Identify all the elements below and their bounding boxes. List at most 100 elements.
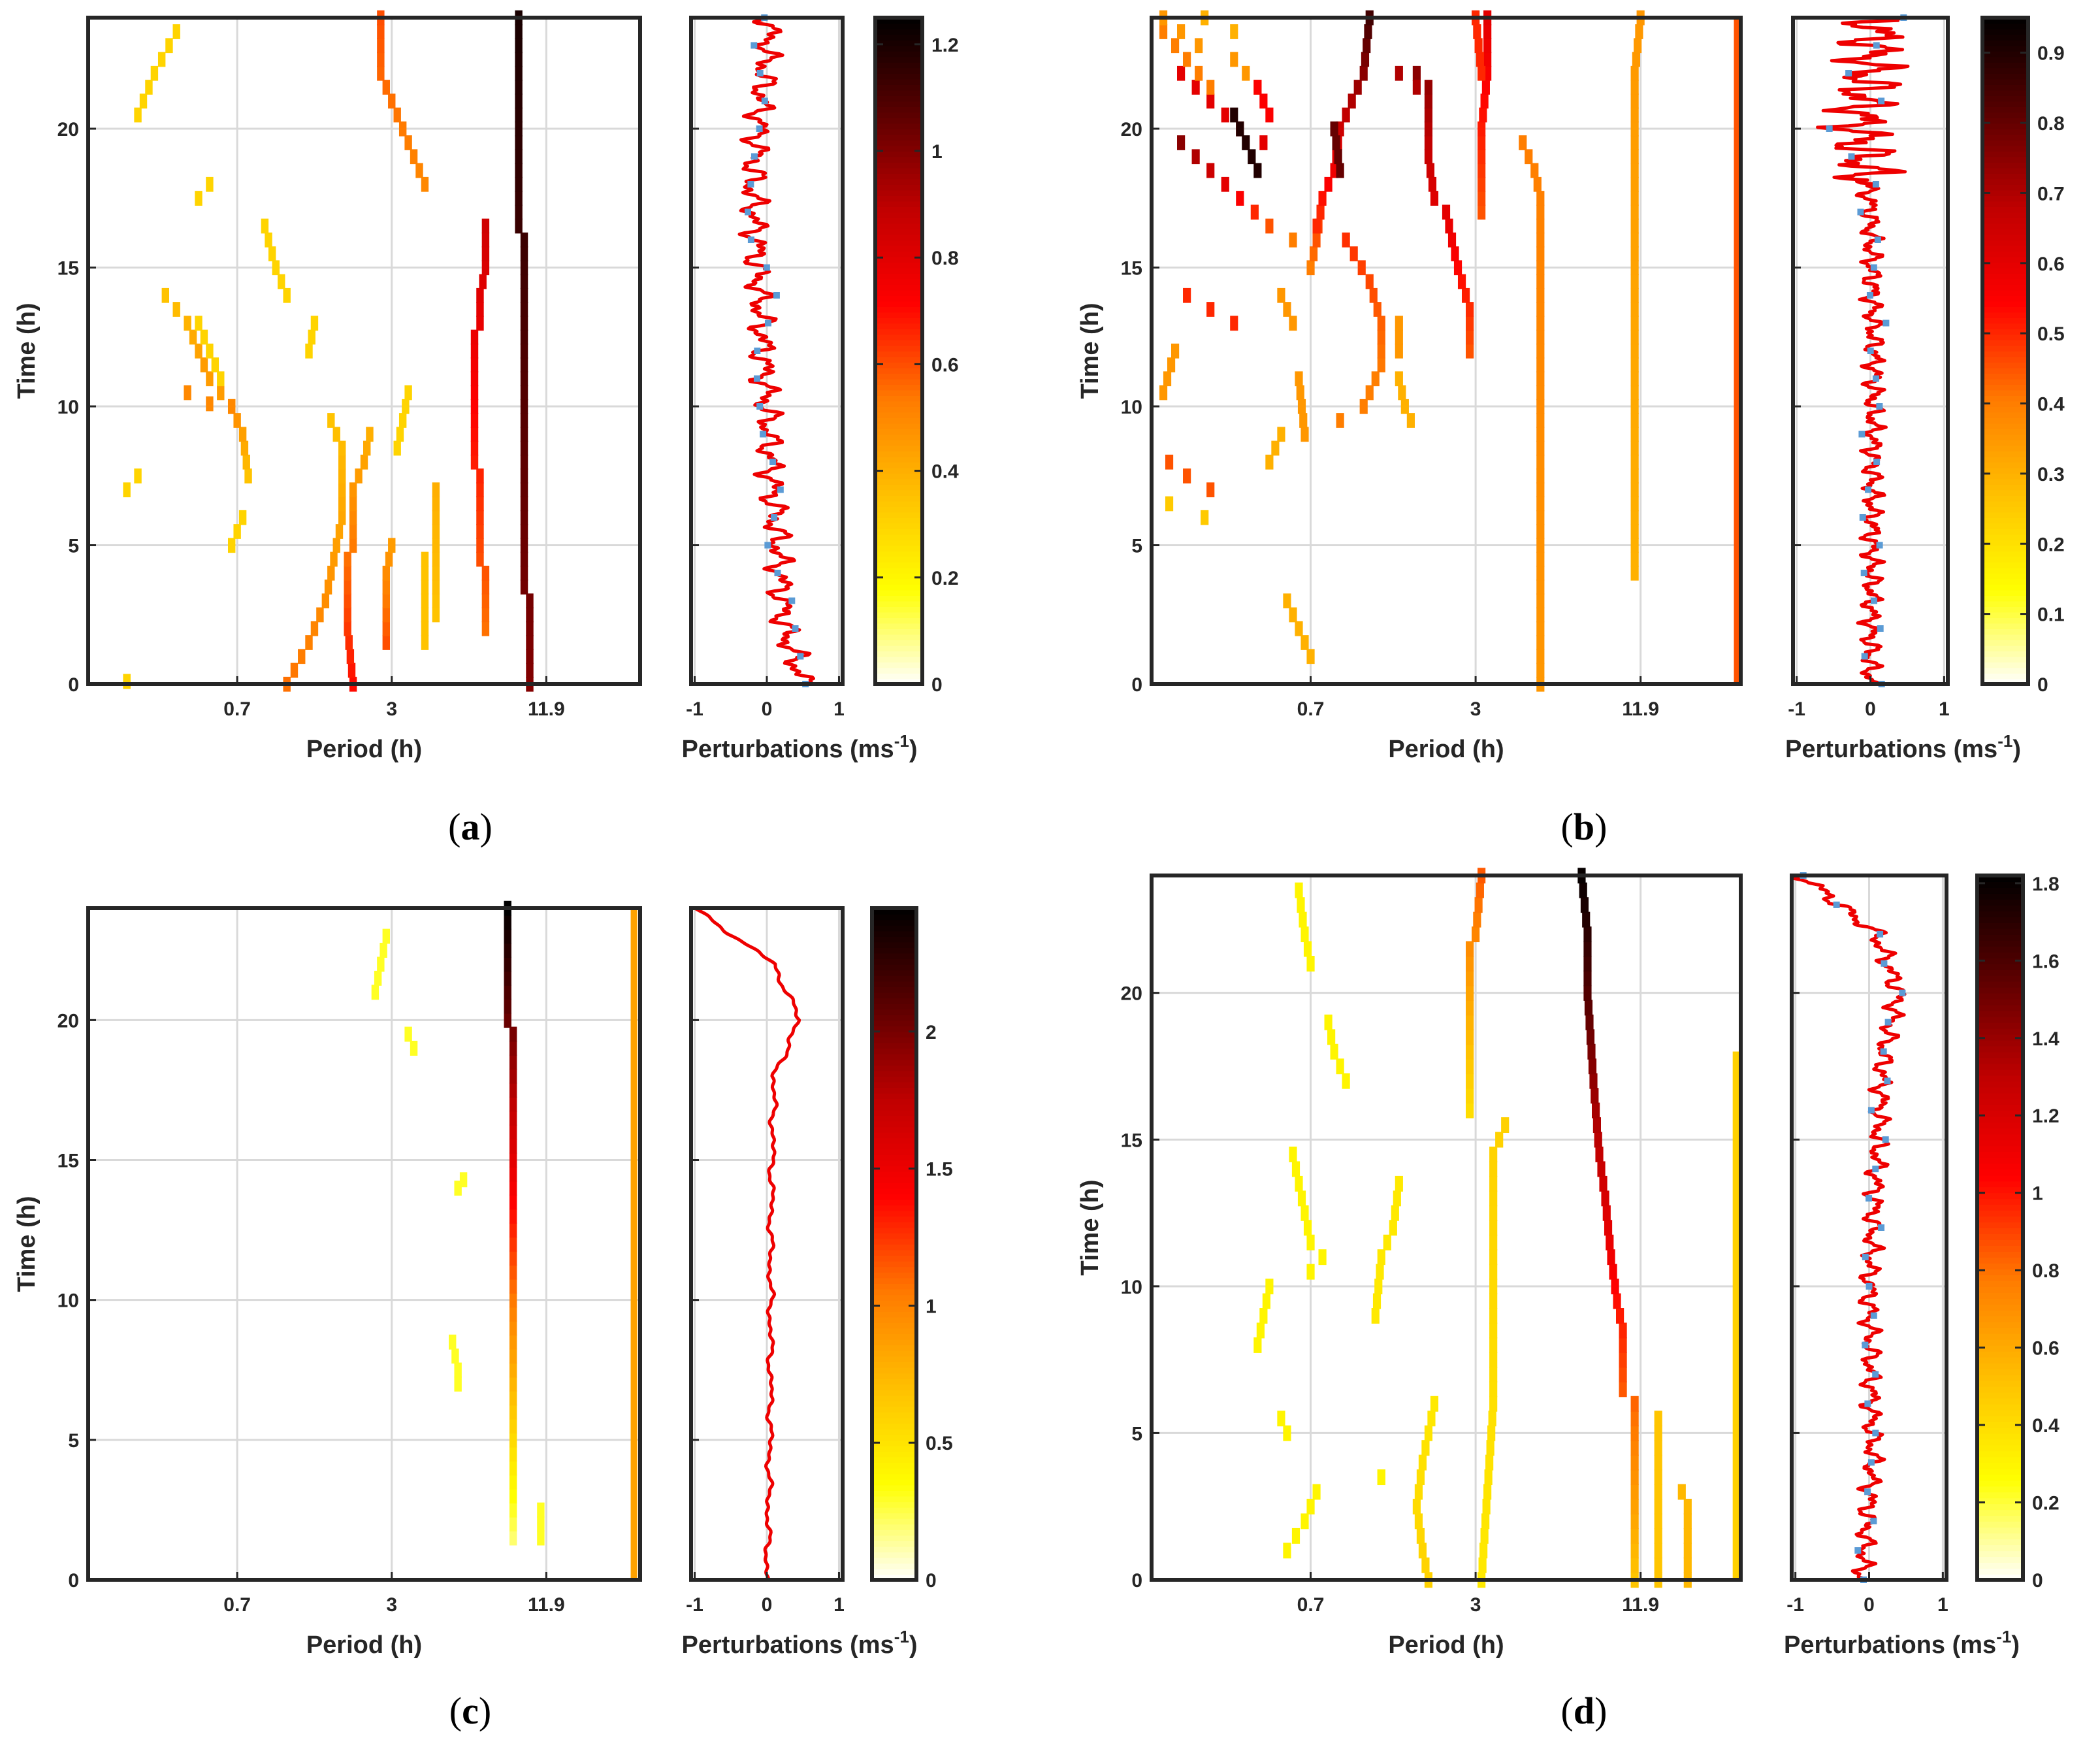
colorbar-swatch (875, 478, 922, 485)
heatmap-cell (509, 1292, 517, 1308)
heatmap-cell (1295, 371, 1303, 387)
heatmap-ridge (393, 385, 412, 456)
colorbar-swatch (1977, 1069, 2023, 1076)
colorbar-swatch (875, 251, 922, 257)
heatmap-cell (1363, 38, 1371, 54)
colorbar-swatch (1982, 262, 2028, 269)
heatmap-cell (520, 413, 528, 428)
heatmap-cell (344, 551, 351, 567)
colorbar-swatch (872, 1283, 916, 1290)
heatmap-cell (344, 580, 351, 595)
profile-axes: -1 0 1 Perturbations (ms-1) (682, 906, 917, 1659)
heatmap-cell (1445, 218, 1453, 234)
heatmap-cell (481, 621, 490, 636)
heatmap-cell (1248, 149, 1256, 165)
heatmap-cell (172, 302, 180, 317)
heatmap-ridge (123, 674, 131, 689)
heatmap-cell (1592, 1117, 1602, 1134)
colorbar-swatch (875, 145, 922, 152)
heatmap-cell (1479, 107, 1487, 123)
heatmap-cell (1165, 454, 1174, 470)
heatmap-cell (1536, 302, 1545, 317)
colorbar-swatch (1982, 551, 2028, 557)
colorbar-swatch (872, 1288, 916, 1296)
heatmap-cell (344, 593, 351, 609)
colorbar-swatch (1982, 395, 2028, 402)
y-tick-label: 10 (57, 397, 79, 418)
colorbar-swatch (872, 924, 916, 932)
colorbar-tick-label: 0.2 (931, 568, 959, 589)
heatmap-cell (1442, 204, 1451, 220)
heatmap-cell (332, 538, 340, 553)
heatmap-cell (509, 1181, 517, 1196)
heatmap-ridge (1324, 1014, 1350, 1089)
heatmap-cell (360, 454, 368, 470)
heatmap-cell (308, 329, 315, 345)
profile-marker (1872, 1166, 1879, 1173)
heatmap-cell (1191, 149, 1200, 165)
heatmap-cell (1630, 163, 1639, 178)
heatmap-cell (1295, 621, 1303, 636)
heatmap-cell (1324, 1014, 1333, 1030)
heatmap-cell (520, 371, 528, 387)
heatmap-cell (481, 232, 490, 248)
colorbar-swatch (872, 992, 916, 999)
heatmap-cell (1364, 24, 1372, 39)
colorbar-tick-label: 1 (931, 141, 943, 163)
colorbar-swatch (1977, 1157, 2023, 1164)
heatmap-cell (509, 1222, 517, 1238)
colorbar-tick-label: 0.3 (2037, 464, 2065, 485)
colorbar-swatch (1977, 1462, 2023, 1469)
heatmap-cell (377, 52, 385, 67)
x-tick-label: 0.7 (1297, 1594, 1325, 1616)
colorbar-swatch (875, 256, 922, 263)
heatmap-cell (526, 649, 534, 664)
heatmap-cell (371, 985, 380, 1000)
profile-marker (1871, 597, 1878, 604)
heatmap-cell (134, 468, 142, 483)
colorbar-swatch (872, 908, 916, 915)
heatmap-cell (509, 1250, 517, 1266)
heatmap-cell (1330, 1043, 1338, 1060)
heatmap-cell (1421, 1440, 1430, 1456)
heatmap-cell (1414, 1484, 1423, 1500)
heatmap-cell (1536, 454, 1545, 470)
colorbar-swatch (872, 1445, 916, 1452)
heatmap-cell (1262, 1293, 1270, 1309)
heatmap-cell (1474, 38, 1483, 54)
colorbar-swatch (1982, 440, 2028, 446)
colorbar-swatch (1977, 892, 2023, 900)
heatmap-ridge (515, 10, 534, 692)
profile-marker (1860, 570, 1867, 576)
heatmap-cell (1630, 551, 1639, 567)
heatmap-cell (1353, 80, 1362, 95)
heatmap-ridge (1283, 593, 1315, 664)
heatmap-cell (1683, 1513, 1692, 1529)
heatmap-ridge (1295, 882, 1315, 972)
heatmap-cell (520, 496, 528, 512)
colorbar-swatch (872, 1137, 916, 1144)
heatmap-cell (1677, 1484, 1686, 1500)
heatmap-cell (1259, 135, 1268, 150)
y-tick-label: 5 (68, 1430, 79, 1452)
colorbar-swatch (1982, 456, 2028, 463)
colorbar-swatch (875, 567, 922, 574)
heatmap-cell (454, 1181, 462, 1196)
heatmap-cell (1616, 1308, 1624, 1324)
heatmap-cell (1318, 1249, 1327, 1266)
colorbar-swatch (872, 1160, 916, 1167)
heatmap-cell (1630, 246, 1639, 261)
colorbar-swatch (872, 1232, 916, 1239)
colorbar-swatch (872, 1014, 916, 1021)
heatmap-cell (470, 343, 479, 359)
colorbar-swatch (872, 1439, 916, 1447)
colorbar-tick-label: 0.6 (931, 354, 959, 376)
colorbar-swatch (872, 964, 916, 971)
colorbar-swatch (1982, 173, 2028, 180)
colorbar-swatch (875, 651, 922, 657)
heatmap-cell (1206, 482, 1215, 498)
heatmap-cell (1630, 496, 1639, 512)
heatmap-cell (1606, 1234, 1614, 1250)
heatmap-cell (520, 580, 528, 595)
heatmap-cell (1630, 385, 1639, 400)
